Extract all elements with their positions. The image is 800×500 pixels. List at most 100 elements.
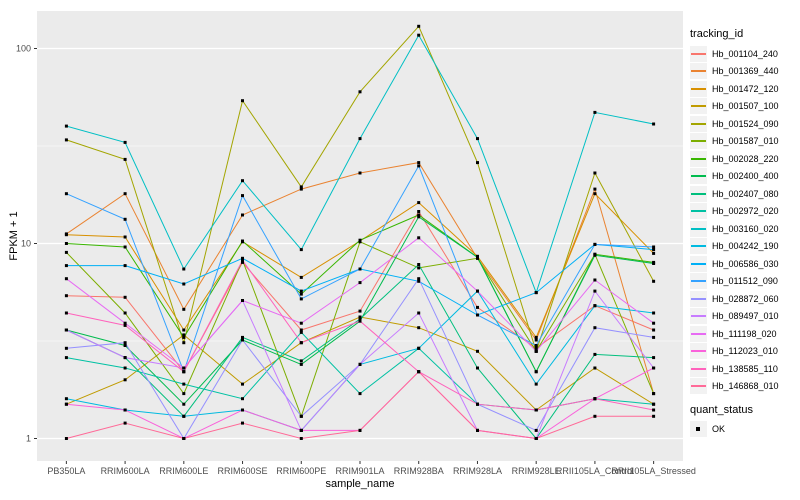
x-tick-label: RRII105LA_Stressed — [611, 466, 696, 476]
legend-item: Hb_001104_240 — [690, 45, 798, 63]
legend-key-swatch — [690, 115, 707, 132]
data-point-marker — [182, 392, 186, 396]
legend-key-swatch — [690, 98, 707, 115]
data-point-marker — [417, 266, 421, 270]
data-point-marker — [299, 330, 303, 334]
data-point-marker — [299, 297, 303, 301]
data-point-marker — [652, 402, 656, 406]
legend-line-icon — [691, 367, 706, 370]
data-point-marker — [241, 179, 244, 183]
legend-key-swatch — [690, 378, 707, 395]
legend-item: Hb_138585_110 — [690, 360, 798, 378]
data-point-marker — [476, 161, 479, 165]
x-tick-label: RRIM600LE — [159, 466, 208, 476]
data-point-marker — [299, 437, 303, 440]
y-tick-label: 10 — [21, 239, 31, 249]
data-point-marker — [64, 264, 68, 268]
legend-line-icon — [691, 350, 706, 353]
data-point-marker — [593, 289, 597, 293]
data-point-marker — [64, 346, 68, 350]
data-point-marker — [476, 402, 479, 406]
data-point-marker — [358, 267, 362, 271]
legend-line-icon — [691, 105, 706, 108]
data-point-marker — [64, 277, 68, 281]
data-point-marker — [417, 263, 421, 266]
data-point-marker — [358, 317, 362, 321]
data-point-marker — [652, 408, 656, 412]
x-axis-title: sample_name — [325, 478, 395, 490]
data-point-marker — [241, 421, 244, 425]
data-point-marker — [123, 311, 127, 315]
data-point-marker — [417, 277, 421, 281]
legend-item: Hb_146868_010 — [690, 378, 798, 396]
data-point-marker — [299, 428, 303, 432]
legend-item: Hb_028872_060 — [690, 290, 798, 308]
data-point-marker — [417, 164, 421, 168]
data-point-marker — [241, 239, 244, 243]
data-point-marker — [182, 414, 186, 418]
legend-quant-title: quant_status — [690, 404, 753, 416]
legend-quant-items: OK — [690, 420, 798, 438]
legend-line-icon — [691, 280, 706, 283]
x-tick-label: RRIM600SE — [218, 466, 268, 476]
data-point-marker — [534, 344, 538, 347]
data-point-marker — [417, 161, 421, 165]
data-point-marker — [299, 414, 303, 418]
data-point-marker — [534, 428, 538, 432]
legend-key-swatch — [690, 150, 707, 167]
data-point-marker — [593, 414, 597, 418]
legend-item: Hb_001472_120 — [690, 80, 798, 98]
data-point-marker — [417, 201, 421, 205]
data-point-marker — [241, 397, 244, 401]
data-point-marker — [358, 238, 362, 242]
data-point-marker — [652, 321, 656, 325]
legend-tracking-items: Hb_001104_240 Hb_001369_440 Hb_001472_120 H… — [690, 45, 798, 395]
data-point-marker — [182, 307, 186, 311]
legend-item: Hb_002407_080 — [690, 185, 798, 203]
legend-key-swatch — [690, 238, 707, 255]
legend-line-icon — [691, 192, 706, 195]
data-point-marker — [534, 335, 538, 339]
data-point-marker — [358, 137, 362, 141]
data-point-marker — [123, 157, 127, 161]
data-point-marker — [593, 187, 597, 191]
legend-item-label: Hb_001369_440 — [712, 66, 779, 77]
legend-item: Hb_001507_100 — [690, 98, 798, 116]
data-point-marker — [123, 235, 127, 239]
legend-item-label: Hb_011512_090 — [712, 276, 778, 287]
data-point-marker — [358, 428, 362, 432]
data-point-marker — [299, 187, 303, 191]
data-point-marker — [64, 250, 68, 254]
data-point-marker — [123, 217, 127, 221]
data-point-marker — [123, 408, 127, 412]
legend-item-label: Hb_111198_020 — [712, 328, 777, 339]
data-point-marker — [593, 278, 597, 282]
data-point-marker — [299, 359, 303, 363]
data-point-marker — [534, 291, 538, 295]
data-point-marker — [417, 24, 421, 28]
data-point-marker — [358, 315, 362, 319]
x-tick-label: RRII105LA_Control — [556, 466, 634, 476]
data-point-marker — [123, 323, 127, 327]
data-point-marker — [241, 256, 244, 260]
legend-line-icon — [691, 210, 706, 213]
data-point-marker — [534, 408, 538, 412]
data-point-marker — [241, 258, 244, 262]
quant-key-swatch — [690, 420, 707, 437]
data-point-marker — [652, 251, 656, 255]
data-point-marker — [652, 122, 656, 126]
legend-line-icon — [691, 227, 706, 230]
data-point-marker — [64, 397, 68, 401]
legend-item-label: Hb_001524_090 — [712, 118, 779, 129]
data-point-marker — [476, 137, 479, 141]
data-point-marker — [299, 328, 303, 332]
data-point-marker — [123, 321, 127, 325]
data-point-marker — [64, 294, 68, 298]
data-point-marker — [593, 110, 597, 114]
data-point-marker — [417, 326, 421, 330]
data-point-marker — [182, 382, 186, 386]
legend-line-icon — [691, 157, 706, 160]
data-point-marker — [476, 313, 479, 317]
data-point-marker — [476, 255, 479, 259]
